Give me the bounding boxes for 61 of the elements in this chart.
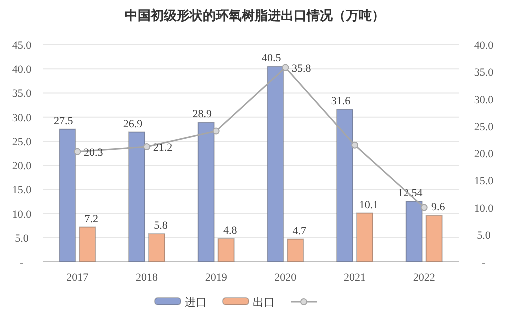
y-tick-label: 35.0 (12, 88, 32, 100)
point (74, 148, 82, 156)
y2-tick-label: 40.0 (474, 40, 494, 52)
chart-title: 中国初级形状的环氧树脂进出口情况（万吨） (125, 8, 385, 24)
y-tick-label: 10.0 (12, 208, 32, 221)
y2-tick-label: 10.0 (474, 202, 494, 215)
y-tick-label: - (20, 257, 24, 269)
legend-label: 出口 (253, 296, 275, 309)
bar (79, 226, 96, 262)
data-label: 20.3 (84, 146, 104, 159)
legend-label: 进口 (185, 296, 207, 309)
y2-tick-label: 25.0 (474, 121, 494, 134)
point (212, 128, 220, 135)
y2-tick-label: 5.0 (477, 230, 492, 242)
y-tick-label: 15.0 (12, 184, 32, 197)
data-label: 21.2 (153, 142, 173, 154)
data-label: 35.8 (292, 62, 312, 75)
x-tick-label: 2020 (274, 272, 298, 284)
y-tick-label: 45.0 (12, 40, 32, 52)
point (144, 143, 150, 150)
data-label: 9.6 (431, 202, 446, 214)
bar (426, 215, 443, 262)
x-tick-label: 2018 (136, 272, 158, 284)
data-label: 4.7 (292, 225, 308, 238)
data-label: 4.8 (223, 224, 238, 237)
point (282, 64, 290, 72)
data-label: 7.2 (84, 213, 99, 226)
bar (218, 238, 235, 262)
y-tick-label: 20.0 (12, 160, 32, 173)
point (352, 142, 358, 149)
x-tick-label: 2017 (66, 272, 90, 284)
data-label: 40.5 (262, 52, 282, 65)
point (420, 204, 428, 212)
data-label: 5.8 (154, 220, 168, 232)
y2-tick-label: 30.0 (474, 94, 494, 106)
x-tick-label: 2021 (344, 272, 366, 284)
y-tick-label: 5.0 (15, 232, 30, 245)
data-label: 12.54 (398, 188, 424, 200)
y2-tick-label: 20.0 (474, 148, 494, 160)
y-tick-label: 40.0 (12, 64, 32, 76)
bar (406, 201, 423, 262)
bar (59, 128, 76, 262)
x-tick-label: 2019 (205, 272, 228, 284)
bar (198, 122, 215, 262)
data-label: 10.1 (359, 199, 379, 212)
x-tick-label: 2022 (413, 272, 436, 284)
bar (287, 238, 304, 262)
data-label: 31.6 (331, 96, 352, 108)
bar (356, 212, 374, 262)
bar (148, 234, 166, 262)
bar (336, 109, 354, 262)
data-label: 26.9 (123, 118, 144, 130)
data-label: 27.5 (54, 115, 74, 128)
data-label: 28.9 (192, 108, 212, 121)
y-tick-label: 25.0 (12, 136, 32, 148)
bar (267, 66, 284, 262)
y2-tick-label: 35.0 (474, 67, 494, 80)
y2-tick-label: 15.0 (474, 176, 494, 188)
bar (128, 132, 146, 262)
y-tick-label: 30.0 (12, 112, 32, 124)
y2-tick-label: - (482, 257, 486, 269)
